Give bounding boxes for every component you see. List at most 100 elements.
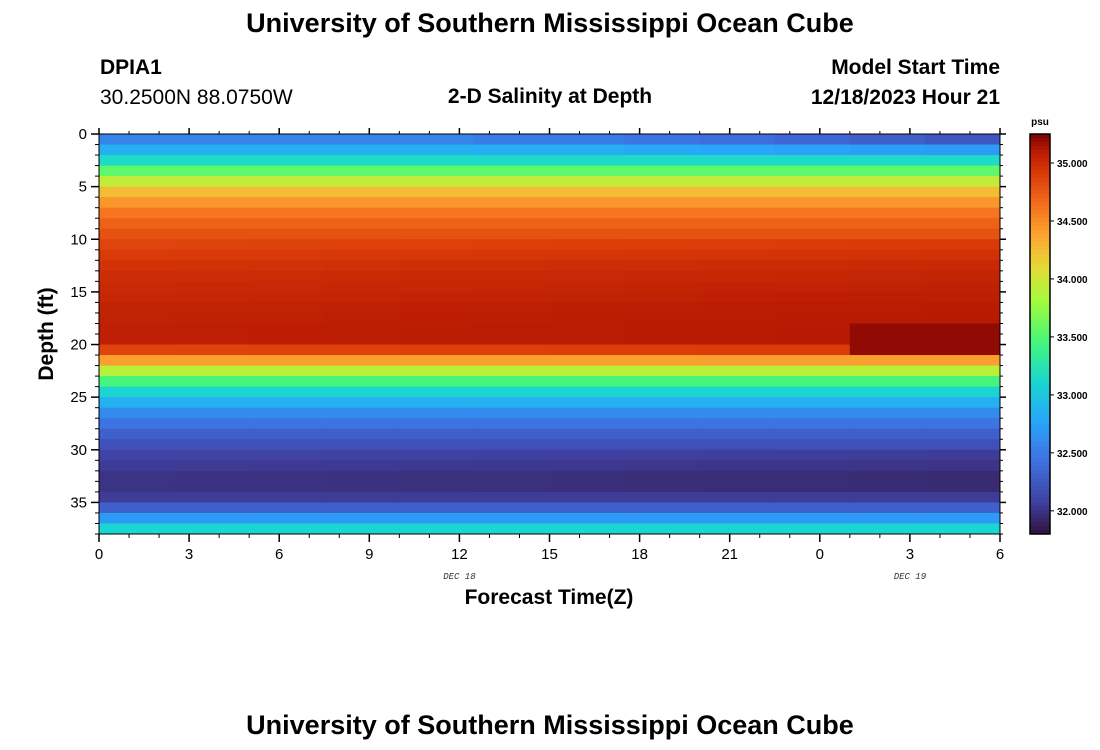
heatmap-cell	[99, 418, 175, 430]
heatmap-cell	[99, 228, 175, 240]
heatmap-cell	[99, 323, 175, 335]
heatmap-cell	[924, 523, 1000, 534]
heatmap-cell	[99, 397, 175, 409]
colorbar-segment	[1030, 334, 1050, 339]
heatmap-cell	[174, 460, 250, 472]
heatmap-cell	[774, 512, 851, 525]
heatmap-cell	[924, 281, 1000, 293]
heatmap-cell	[174, 249, 250, 261]
colorbar-segment	[1030, 370, 1050, 375]
heatmap-cell	[249, 323, 325, 335]
colorbar-tick-label: 32.500	[1057, 449, 1088, 460]
heatmap-cell	[249, 302, 325, 314]
heatmap-cell	[174, 512, 250, 525]
heatmap-cell	[249, 355, 325, 367]
colorbar-segment	[1030, 374, 1050, 379]
heatmap-cell	[99, 207, 175, 219]
heatmap-cell	[174, 428, 250, 440]
heatmap-cell	[849, 460, 926, 472]
heatmap-cell	[474, 249, 551, 261]
heatmap-cell	[474, 291, 551, 304]
heatmap-cell	[399, 144, 476, 156]
heatmap-cell	[174, 470, 250, 482]
heatmap-cell	[849, 355, 926, 367]
heatmap-cell	[699, 407, 776, 419]
heatmap-cell	[399, 249, 476, 261]
colorbar-segment	[1030, 186, 1050, 191]
heatmap-cell	[399, 165, 476, 177]
heatmap-cell	[849, 291, 926, 304]
heatmap-cell	[324, 481, 400, 493]
heatmap-cell	[174, 502, 250, 514]
heatmap-cell	[924, 397, 1000, 409]
heatmap-cell	[99, 439, 175, 451]
colorbar-segment	[1030, 378, 1050, 383]
heatmap-cell	[699, 334, 776, 346]
heatmap-cell	[699, 249, 776, 261]
heatmap-cell	[474, 218, 551, 230]
heatmap-cell	[774, 144, 851, 156]
heatmap-cell	[324, 376, 400, 388]
heatmap-cell	[774, 134, 851, 146]
heatmap-cell	[324, 302, 400, 314]
heatmap-cell	[774, 165, 851, 177]
heatmap-cell	[549, 186, 626, 198]
colorbar-segment	[1030, 502, 1050, 507]
heatmap-cell	[624, 481, 701, 493]
heatmap-cell	[849, 270, 926, 282]
colorbar-segment	[1030, 346, 1050, 351]
colorbar-segment	[1030, 414, 1050, 419]
heatmap-cell	[774, 281, 851, 293]
heatmap-cell	[924, 323, 1000, 335]
heatmap-cell	[624, 407, 701, 419]
heatmap-cell	[174, 523, 250, 534]
heatmap-cell	[924, 365, 1000, 377]
colorbar-segment	[1030, 274, 1050, 279]
x-tick-label: 21	[721, 546, 738, 563]
colorbar-segment	[1030, 486, 1050, 491]
heatmap-cell	[549, 344, 626, 356]
colorbar-segment	[1030, 278, 1050, 283]
heatmap-cell	[849, 439, 926, 451]
colorbar-segment	[1030, 214, 1050, 219]
heatmap-cell	[99, 312, 175, 325]
heatmap-cell	[474, 207, 551, 219]
heatmap-cell	[774, 386, 851, 398]
heatmap-cell	[174, 439, 250, 451]
colorbar-segment	[1030, 510, 1050, 515]
heatmap-cell	[549, 428, 626, 440]
heatmap-cell	[624, 270, 701, 282]
heatmap-cell	[399, 291, 476, 304]
heatmap-cell	[549, 470, 626, 482]
heatmap-cell	[774, 355, 851, 367]
heatmap-cell	[624, 470, 701, 482]
heatmap-cell	[774, 523, 851, 534]
heatmap-cell	[924, 249, 1000, 261]
heatmap-cell	[249, 260, 325, 272]
heatmap-cell	[924, 186, 1000, 198]
heatmap-cell	[624, 523, 701, 534]
heatmap-cell	[399, 449, 476, 461]
x-tick-label: 18	[631, 546, 648, 563]
colorbar-segment	[1030, 206, 1050, 211]
colorbar-segment	[1030, 462, 1050, 467]
colorbar-segment	[1030, 530, 1050, 535]
heatmap-cell	[549, 249, 626, 261]
heatmap-cell	[774, 249, 851, 261]
heatmap-cell	[774, 470, 851, 482]
heatmap-cell	[99, 355, 175, 367]
heatmap-cell	[399, 197, 476, 209]
heatmap-cell	[174, 270, 250, 282]
heatmap-cell	[549, 197, 626, 209]
heatmap-cell	[324, 344, 400, 356]
heatmap-cell	[324, 144, 400, 156]
heatmap-cell	[249, 334, 325, 346]
heatmap-cell	[324, 165, 400, 177]
date-label: DEC 18	[443, 572, 476, 582]
heatmap-cell	[924, 207, 1000, 219]
colorbar-segment	[1030, 258, 1050, 263]
colorbar-segment	[1030, 190, 1050, 195]
heatmap-cell	[699, 197, 776, 209]
heatmap-cell	[399, 207, 476, 219]
heatmap-cell	[174, 355, 250, 367]
